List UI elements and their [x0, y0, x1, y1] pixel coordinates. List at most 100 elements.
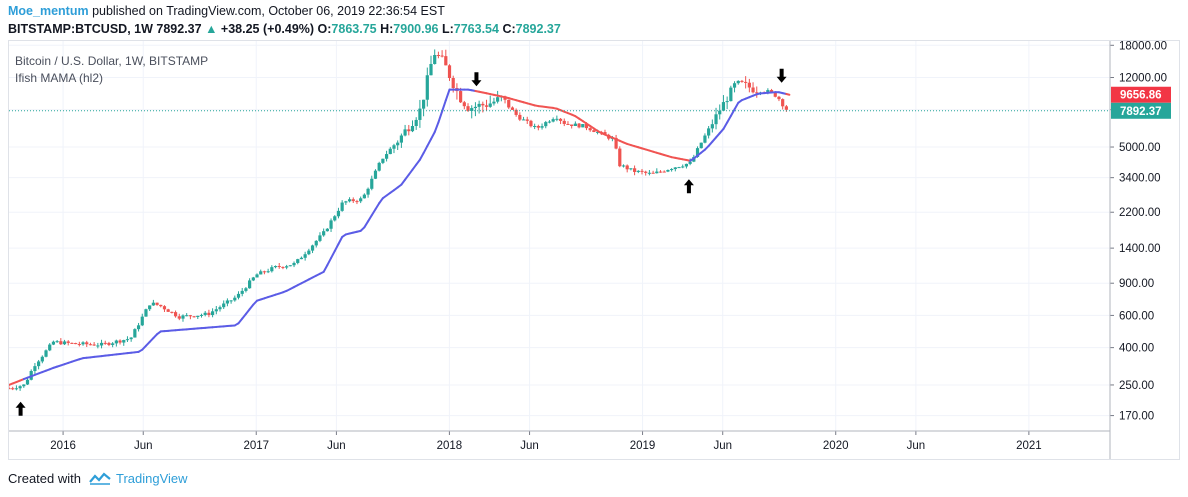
candle-body	[136, 325, 141, 330]
candle-body	[55, 341, 59, 343]
candle-body	[777, 96, 781, 100]
candle-body	[714, 114, 718, 125]
candle-body	[566, 123, 570, 125]
x-tick-label: 2017	[243, 440, 269, 452]
chart-title: Bitcoin / U.S. Dollar, 1W, BITSTAMP	[15, 54, 208, 68]
candle-body	[470, 108, 474, 111]
candle-body	[462, 102, 466, 107]
candle-body	[525, 119, 529, 121]
y-tick-label: 5000.00	[1119, 142, 1161, 154]
candle-body	[355, 201, 359, 203]
candle-body	[558, 118, 563, 121]
candle-body	[333, 216, 337, 221]
publish-info: Moe_mentum published on TradingView.com,…	[8, 4, 445, 18]
mama-segment	[433, 121, 440, 134]
price-chart[interactable]: 18000.0012000.008000.005000.003400.00220…	[9, 41, 1179, 459]
x-tick-label: Jun	[134, 440, 153, 452]
candle-body	[373, 170, 378, 179]
candle-body	[573, 123, 577, 127]
chart-panel[interactable]: 18000.0012000.008000.005000.003400.00220…	[8, 40, 1180, 460]
candle-body	[521, 119, 526, 121]
candle-body	[562, 120, 566, 124]
mama-segment	[326, 257, 333, 267]
mama-segment	[726, 114, 732, 124]
candle-body	[414, 119, 418, 126]
candle-body	[288, 265, 292, 267]
sell-signal-arrow-icon	[471, 72, 482, 87]
y-tick-label: 250.00	[1119, 380, 1154, 392]
author-name[interactable]: Moe_mentum	[8, 4, 89, 18]
candle-body	[647, 172, 652, 174]
candle-body	[62, 341, 67, 345]
candle-body	[421, 99, 426, 109]
candle-body	[114, 340, 118, 344]
x-tick-label: 2019	[630, 440, 656, 452]
mama-segment	[426, 138, 433, 148]
created-with-label: Created with	[8, 471, 81, 486]
tradingview-brand[interactable]: TradingView	[116, 471, 188, 486]
x-tick-label: 2021	[1016, 440, 1042, 452]
candle-body	[229, 300, 233, 302]
candle-body	[703, 135, 707, 143]
y-tick-label: 600.00	[1119, 310, 1154, 322]
ohlc-header: BITSTAMP:BTCUSD, 1W 7892.37 ▲ +38.25 (+0…	[8, 22, 561, 36]
candle-body	[162, 306, 167, 310]
candle-body	[729, 87, 733, 102]
candle-body	[603, 132, 607, 135]
x-tick-label: 2016	[50, 440, 76, 452]
candle-body	[118, 340, 122, 343]
change-value: +38.25 (+0.49%)	[220, 22, 315, 36]
buy-signal-arrow-icon	[683, 179, 694, 194]
candle-body	[718, 110, 722, 115]
candle-body	[185, 315, 189, 317]
candle-body	[277, 266, 281, 268]
candle-body	[37, 361, 41, 367]
candle-body	[33, 366, 37, 371]
candle-body	[14, 388, 19, 390]
candle-body	[555, 118, 559, 120]
open-label: O:	[317, 22, 332, 36]
candle-body	[122, 340, 126, 343]
candle-body	[673, 167, 677, 170]
candle-body	[466, 106, 470, 111]
x-tick-label: Jun	[327, 440, 346, 452]
candle-body	[236, 293, 241, 298]
candle-body	[362, 194, 366, 199]
mama-segment	[785, 93, 791, 96]
mama-segment	[722, 121, 729, 130]
candle-body	[621, 165, 626, 167]
x-tick-label: Jun	[713, 440, 732, 452]
candle-body	[744, 81, 748, 83]
mama-segment	[404, 173, 410, 181]
candle-body	[433, 55, 437, 64]
candle-body	[684, 163, 689, 167]
mama-segment	[367, 214, 373, 223]
candle-body	[377, 162, 381, 171]
candle-body	[214, 309, 218, 312]
candle-body	[740, 80, 744, 82]
candle-body	[418, 108, 422, 120]
candle-body	[429, 63, 433, 76]
candle-body	[699, 142, 703, 149]
candle-body	[59, 341, 63, 345]
candle-body	[188, 315, 192, 317]
published-text: published on TradingView.com, October 06…	[92, 4, 445, 18]
close-value: 7892.37	[515, 22, 561, 36]
mama-value-label-bg	[1111, 86, 1171, 103]
candle-body	[77, 344, 81, 346]
candle-body	[203, 312, 207, 315]
high-value: 7900.96	[393, 22, 439, 36]
footer: Created with TradingView	[8, 471, 188, 486]
candle-body	[307, 250, 311, 255]
y-tick-label: 900.00	[1119, 278, 1154, 290]
low-value: 7763.54	[453, 22, 499, 36]
candle-body	[140, 316, 144, 326]
candle-body	[99, 342, 104, 346]
candle-body	[507, 99, 511, 108]
candle-body	[199, 314, 204, 316]
candle-body	[425, 75, 429, 100]
y-tick-label: 2200.00	[1119, 207, 1161, 219]
candle-body	[233, 297, 237, 301]
candle-body	[81, 342, 85, 345]
candle-body	[695, 148, 700, 157]
